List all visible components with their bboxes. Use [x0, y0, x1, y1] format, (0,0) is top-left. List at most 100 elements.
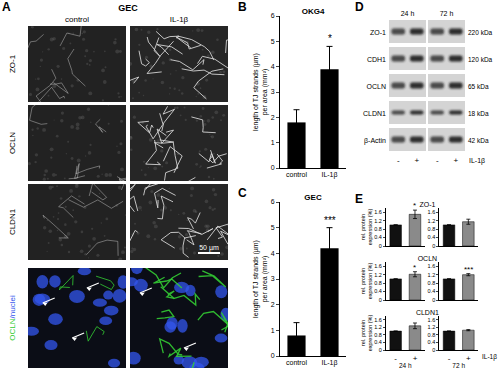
svg-text:IL-1β: IL-1β: [469, 157, 485, 165]
svg-text:IL-1β: IL-1β: [170, 15, 189, 24]
svg-text:*: *: [413, 263, 416, 272]
svg-text:length of TJ strands (µm)per a: length of TJ strands (µm)per area (mm²): [252, 53, 269, 131]
svg-text:control: control: [286, 359, 307, 366]
svg-text:1.6: 1.6: [428, 263, 436, 269]
svg-text:OCLN: OCLN: [8, 132, 17, 154]
svg-text:65 kDa: 65 kDa: [468, 83, 489, 90]
svg-text:OCLN: OCLN: [418, 255, 437, 262]
svg-text:3: 3: [271, 275, 275, 282]
svg-text:GEC: GEC: [118, 3, 138, 13]
svg-text:CLDN1: CLDN1: [8, 208, 17, 235]
svg-text:6: 6: [271, 198, 275, 205]
svg-text:-: -: [394, 354, 397, 363]
svg-text:0: 0: [432, 347, 435, 353]
svg-text:OCLN: OCLN: [367, 83, 386, 90]
svg-text:0: 0: [271, 352, 275, 359]
svg-text:*: *: [413, 201, 416, 210]
svg-text:β-Actin: β-Actin: [364, 137, 386, 145]
svg-text:D: D: [355, 0, 364, 14]
svg-text:***: ***: [324, 215, 336, 226]
svg-text:1.2: 1.2: [428, 324, 436, 330]
svg-text:IL-1β: IL-1β: [482, 353, 497, 361]
svg-text:+: +: [466, 354, 471, 363]
svg-text:CLDN1: CLDN1: [416, 309, 439, 316]
svg-text:0.4: 0.4: [374, 234, 382, 240]
svg-text:0.4: 0.4: [428, 339, 436, 345]
svg-text:72 h: 72 h: [440, 10, 454, 17]
svg-text:0.4: 0.4: [374, 339, 382, 345]
svg-text:1.2: 1.2: [374, 218, 382, 224]
svg-text:length of TJ strands (µm)per a: length of TJ strands (µm)per area (mm²): [252, 240, 269, 318]
svg-text:GEC: GEC: [304, 193, 322, 202]
svg-text:1.6: 1.6: [374, 263, 382, 269]
svg-text:control: control: [65, 15, 89, 24]
svg-text:0.8: 0.8: [374, 280, 382, 286]
svg-text:+: +: [453, 156, 458, 165]
svg-text:***: ***: [464, 265, 473, 274]
svg-text:E: E: [355, 192, 363, 206]
svg-text:0.8: 0.8: [374, 226, 382, 232]
svg-text:0.8: 0.8: [428, 280, 436, 286]
svg-text:0: 0: [379, 297, 382, 303]
svg-text:IL-1β: IL-1β: [321, 359, 337, 367]
svg-text:+: +: [414, 156, 419, 165]
svg-text:18 kDa: 18 kDa: [468, 110, 489, 117]
svg-text:OCLN/nuclei: OCLN/nuclei: [8, 295, 17, 341]
svg-text:1.6: 1.6: [374, 317, 382, 323]
svg-text:1.6: 1.6: [374, 209, 382, 215]
svg-text:0.8: 0.8: [428, 332, 436, 338]
svg-text:0: 0: [379, 347, 382, 353]
svg-text:C: C: [238, 186, 247, 200]
svg-text:CDH1: CDH1: [367, 56, 386, 63]
svg-text:B: B: [238, 0, 247, 14]
svg-text:1: 1: [271, 327, 275, 334]
svg-text:1.2: 1.2: [374, 324, 382, 330]
svg-text:rel. proteinexpression (%): rel. proteinexpression (%): [360, 262, 373, 299]
svg-text:120 kDa: 120 kDa: [468, 56, 493, 63]
svg-text:0.4: 0.4: [374, 288, 382, 294]
svg-text:0.4: 0.4: [428, 234, 436, 240]
svg-text:control: control: [286, 171, 307, 178]
svg-text:-: -: [436, 156, 439, 165]
svg-text:0: 0: [432, 243, 435, 249]
svg-text:0: 0: [432, 297, 435, 303]
svg-text:OKG4: OKG4: [302, 7, 325, 16]
svg-text:ZO-1: ZO-1: [370, 29, 386, 36]
svg-text:0.4: 0.4: [428, 288, 436, 294]
svg-text:ZO-1: ZO-1: [419, 201, 435, 208]
svg-text:1.2: 1.2: [428, 272, 436, 278]
svg-text:-: -: [397, 156, 400, 165]
svg-text:50 µm: 50 µm: [199, 244, 219, 252]
svg-text:2: 2: [271, 301, 275, 308]
svg-text:1.2: 1.2: [374, 272, 382, 278]
svg-text:1.2: 1.2: [428, 218, 436, 224]
svg-text:4: 4: [271, 63, 275, 70]
svg-text:1.6: 1.6: [428, 209, 436, 215]
svg-text:0.8: 0.8: [428, 226, 436, 232]
svg-text:220 kDa: 220 kDa: [468, 29, 493, 36]
svg-text:-: -: [448, 354, 451, 363]
svg-text:1.6: 1.6: [428, 317, 436, 323]
svg-text:5: 5: [271, 224, 275, 231]
svg-text:ZO-1: ZO-1: [8, 54, 17, 73]
svg-text:2: 2: [271, 114, 275, 121]
svg-text:rel. proteinexpression (%): rel. proteinexpression (%): [360, 314, 373, 351]
svg-text:6: 6: [271, 12, 275, 19]
svg-text:5: 5: [271, 38, 275, 45]
svg-text:*: *: [328, 33, 332, 44]
svg-text:3: 3: [271, 88, 275, 95]
svg-text:24 h: 24 h: [401, 10, 415, 17]
svg-text:rel. proteinexpression (%): rel. proteinexpression (%): [360, 208, 373, 245]
svg-text:1: 1: [271, 139, 275, 146]
svg-text:4: 4: [271, 250, 275, 257]
svg-text:A: A: [2, 0, 11, 14]
svg-text:CLDN1: CLDN1: [363, 110, 386, 117]
svg-text:IL-1β: IL-1β: [321, 171, 337, 179]
svg-text:0: 0: [379, 243, 382, 249]
svg-text:+: +: [413, 354, 418, 363]
svg-text:0.8: 0.8: [374, 332, 382, 338]
svg-text:42 kDa: 42 kDa: [468, 137, 489, 144]
svg-text:72 h: 72 h: [452, 362, 465, 369]
svg-text:0: 0: [271, 164, 275, 171]
svg-text:24 h: 24 h: [399, 362, 412, 369]
